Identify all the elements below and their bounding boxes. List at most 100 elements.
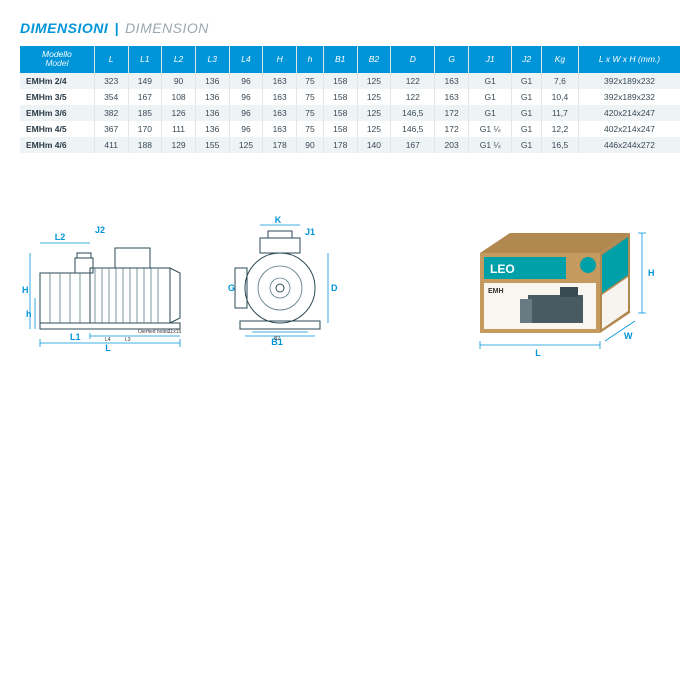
table-cell: 163 [263, 89, 297, 105]
table-header-cell: L [94, 46, 128, 73]
title-english: DIMENSION [125, 20, 209, 36]
table-cell: 122 [391, 89, 435, 105]
table-cell: 96 [229, 89, 263, 105]
table-header-cell: L3 [195, 46, 229, 73]
table-cell: G1 [512, 121, 542, 137]
table-header-cell: D [391, 46, 435, 73]
dim-D: D [331, 283, 338, 293]
table-cell: 16,5 [541, 137, 578, 153]
table-cell: 149 [128, 73, 162, 89]
table-cell: G1 [469, 105, 512, 121]
table-cell: 158 [323, 105, 357, 121]
table-header-cell: B2 [357, 46, 391, 73]
dim-G: G [228, 283, 235, 293]
table-cell: 125 [357, 121, 391, 137]
table-cell: 75 [297, 105, 324, 121]
label-holesize: 11x15 [168, 329, 181, 335]
table-row: EMHm 3/53541671081369616375158125122163G… [20, 89, 680, 105]
box-model: EMH [488, 288, 504, 295]
table-cell: 158 [323, 89, 357, 105]
title-italian: DIMENSIONI [20, 20, 108, 36]
table-cell: 125 [357, 105, 391, 121]
table-row: EMHm 2/4323149901369616375158125122163G1… [20, 73, 680, 89]
table-row: EMHm 4/641118812915512517890178140167203… [20, 137, 680, 153]
box-dim-L: L [535, 348, 541, 358]
table-cell: EMHm 4/5 [20, 121, 94, 137]
table-cell: 122 [391, 73, 435, 89]
dim-J2: J2 [95, 225, 105, 235]
diagrams-row: L L1 L2 J2 H h L4 L3 Oierfied holes 11x1… [20, 213, 680, 363]
dim-L2: L2 [55, 232, 66, 242]
table-header-cell: ModelloModel [20, 46, 94, 73]
table-header-cell: L4 [229, 46, 263, 73]
dim-h: h [26, 309, 32, 319]
table-cell: 167 [128, 89, 162, 105]
table-cell: 96 [229, 105, 263, 121]
table-cell: G1 ¼ [469, 137, 512, 153]
side-view-drawing: L L1 L2 J2 H h L4 L3 Oierfied holes 11x1… [20, 213, 200, 353]
table-cell: 178 [263, 137, 297, 153]
table-cell: 140 [357, 137, 391, 153]
table-cell: 75 [297, 89, 324, 105]
table-cell: 10,4 [541, 89, 578, 105]
technical-drawings: L L1 L2 J2 H h L4 L3 Oierfied holes 11x1… [20, 213, 340, 353]
dimensions-table: ModelloModelLL1L2L3L4HhB1B2DGJ1J2KgL x W… [20, 46, 680, 153]
table-cell: 354 [94, 89, 128, 105]
table-row: EMHm 4/53671701111369616375158125146,517… [20, 121, 680, 137]
table-cell: 188 [128, 137, 162, 153]
table-body: EMHm 2/4323149901369616375158125122163G1… [20, 73, 680, 153]
table-cell: 382 [94, 105, 128, 121]
table-cell: 108 [162, 89, 196, 105]
table-cell: 172 [435, 121, 469, 137]
dim-L4: L4 [105, 337, 111, 343]
table-header-cell: G [435, 46, 469, 73]
table-cell: 411 [94, 137, 128, 153]
table-cell: 446x244x272 [579, 137, 681, 153]
packaging-box-drawing: LEO EMH L W H [460, 213, 680, 363]
table-cell: 158 [323, 121, 357, 137]
table-cell: G1 [512, 89, 542, 105]
table-cell: G1 [469, 73, 512, 89]
table-cell: 420x214x247 [579, 105, 681, 121]
box-dim-W: W [624, 331, 633, 341]
table-cell: 163 [435, 73, 469, 89]
table-header-cell: B1 [323, 46, 357, 73]
table-header-cell: H [263, 46, 297, 73]
table-cell: 75 [297, 73, 324, 89]
table-cell: 167 [391, 137, 435, 153]
table-header-cell: J2 [512, 46, 542, 73]
table-cell: 163 [263, 73, 297, 89]
table-cell: 163 [263, 121, 297, 137]
table-cell: 158 [323, 73, 357, 89]
table-cell: 96 [229, 121, 263, 137]
table-cell: 7,6 [541, 73, 578, 89]
table-cell: 125 [357, 73, 391, 89]
table-cell: G1 [512, 137, 542, 153]
front-view-drawing: K J1 D G B1 B2 [220, 213, 340, 353]
table-cell: 75 [297, 121, 324, 137]
table-cell: 392x189x232 [579, 73, 681, 89]
table-row: EMHm 3/63821851261369616375158125146,517… [20, 105, 680, 121]
table-cell: 136 [195, 89, 229, 105]
dim-H: H [22, 285, 29, 295]
table-header-cell: Kg [541, 46, 578, 73]
table-cell: G1 [512, 73, 542, 89]
table-cell: 126 [162, 105, 196, 121]
table-cell: G1 [512, 105, 542, 121]
table-cell: 11,7 [541, 105, 578, 121]
table-cell: 146,5 [391, 105, 435, 121]
table-cell: EMHm 4/6 [20, 137, 94, 153]
table-cell: EMHm 3/5 [20, 89, 94, 105]
table-header-cell: J1 [469, 46, 512, 73]
table-header-cell: L2 [162, 46, 196, 73]
table-cell: 125 [357, 89, 391, 105]
table-cell: 392x189x232 [579, 89, 681, 105]
dim-J1: J1 [305, 227, 315, 237]
dim-L: L [105, 343, 111, 353]
table-cell: 178 [323, 137, 357, 153]
table-cell: 136 [195, 121, 229, 137]
table-cell: 129 [162, 137, 196, 153]
table-cell: 12,2 [541, 121, 578, 137]
dim-L3: L3 [125, 337, 131, 343]
table-cell: G1 [469, 89, 512, 105]
